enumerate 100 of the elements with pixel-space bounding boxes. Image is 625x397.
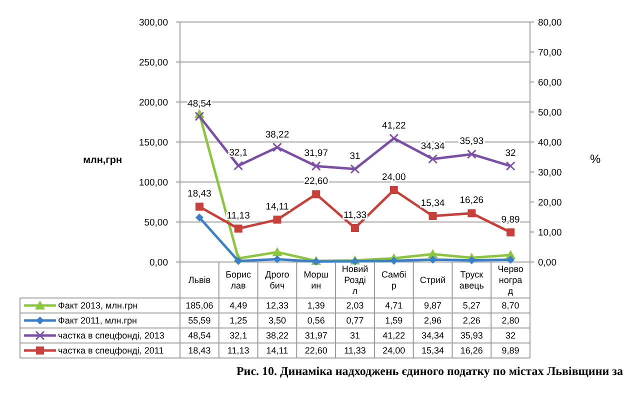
y-tick-label: 100,00: [138, 177, 168, 188]
point: [234, 160, 244, 170]
data-label: 24,00: [382, 346, 406, 356]
data-label: 15,34: [422, 346, 444, 356]
point: [350, 164, 360, 174]
y2-tick-label: 0,00: [538, 257, 556, 268]
text: 22,60: [304, 176, 328, 188]
y-tick-label: 300,00: [138, 17, 168, 28]
text: 34,34: [420, 140, 445, 152]
point: [195, 202, 204, 211]
data-label: 31: [350, 330, 360, 341]
x-tick-label: Самбі р: [381, 270, 406, 291]
point: [234, 224, 242, 233]
point: [312, 190, 320, 198]
text: 32: [505, 148, 516, 159]
data-label: 16,26: [460, 346, 483, 356]
x-tick-label: Черво ногра д: [498, 264, 524, 296]
y2-tick-label: 70,00: [538, 47, 562, 58]
x-tick-label: Дрого бич: [265, 270, 290, 291]
data-label: 5,27: [462, 300, 480, 311]
data-label: 41,22: [382, 330, 406, 341]
data-label: 2,26: [462, 316, 480, 326]
legend-label: частка в спецфонді, 2011: [58, 346, 164, 356]
data-label: 14,11: [266, 346, 288, 356]
point: [272, 247, 282, 256]
y-tick-label: 0,00: [150, 257, 168, 268]
data-label: 4,71: [385, 300, 403, 311]
text: 48,54: [188, 98, 212, 110]
data-label: 185,06: [186, 300, 214, 311]
data-label: 12,33: [266, 300, 288, 311]
point: [272, 142, 282, 152]
point: [428, 154, 438, 164]
point: [468, 209, 476, 218]
data-label: 38,22: [266, 330, 288, 341]
data-label: 1,39: [307, 300, 325, 311]
y-axis-title: млн,грн: [83, 155, 122, 166]
data-label: 32,1: [230, 330, 248, 341]
data-label: 9,87: [424, 300, 442, 311]
point: [389, 134, 399, 144]
data-label: 8,70: [502, 300, 520, 311]
text: 31: [350, 151, 360, 162]
y2-tick-label: 80,00: [538, 17, 562, 28]
legend-label: Факт 2013, млн.грн: [58, 300, 138, 311]
data-label: 48,54: [188, 330, 211, 341]
text: 14,11: [266, 202, 289, 213]
data-label: 11,33: [344, 346, 366, 356]
data-label: 2,80: [502, 316, 520, 326]
point: [311, 161, 321, 171]
y-tick-label: 200,00: [138, 97, 168, 108]
y-tick-label: 250,00: [138, 57, 168, 68]
text: 18,43: [188, 188, 212, 200]
data-label: 22,60: [304, 346, 328, 356]
text: 9,89: [501, 214, 520, 226]
data-label: 0,77: [346, 316, 364, 326]
data-label: 1,59: [385, 316, 403, 326]
y2-tick-label: 60,00: [538, 77, 562, 88]
y-tick-label: 50,00: [144, 217, 168, 228]
point: [428, 212, 437, 220]
text: 16,26: [460, 195, 484, 206]
data-label: 35,93: [460, 330, 483, 341]
data-label: 11,13: [227, 346, 250, 356]
y2-tick-label: 20,00: [538, 197, 562, 208]
point: [194, 112, 204, 122]
x-tick-label: Труск авець: [459, 270, 484, 291]
point: [195, 214, 204, 222]
y2-tick-label: 30,00: [538, 167, 562, 178]
data-label: 4,49: [230, 300, 248, 311]
data-label: 1,25: [230, 316, 248, 326]
text: Рис. 10. Динаміка надходжень єдиного податку по містах Львівщини за: [236, 364, 623, 378]
text: 31,97: [304, 148, 328, 160]
point: [390, 186, 398, 194]
point: [273, 255, 282, 264]
x-tick-label: Морш ин: [304, 270, 329, 291]
point: [234, 257, 242, 265]
data-label: 31,97: [304, 330, 328, 341]
data-label: 2,03: [346, 300, 364, 311]
y2-tick-label: 40,00: [538, 137, 562, 148]
text: 15,34: [420, 198, 445, 209]
y2-tick-label: 10,00: [538, 227, 562, 238]
text: 24,00: [382, 172, 406, 183]
data-label: 3,50: [268, 316, 286, 326]
data-label: 18,43: [188, 346, 211, 356]
text: 41,22: [382, 120, 406, 132]
text: 35,93: [460, 136, 484, 148]
point: [506, 256, 515, 264]
point: [506, 161, 516, 171]
data-label: 55,59: [188, 316, 211, 326]
y2-axis-title: %: [590, 152, 601, 166]
point: [351, 224, 359, 232]
data-label: 2,96: [424, 316, 442, 326]
data-label: 34,34: [422, 330, 444, 341]
data-label: 9,89: [502, 346, 520, 356]
text: 32,1: [229, 148, 248, 159]
point: [506, 228, 515, 236]
x-tick-label: Львів: [188, 275, 211, 286]
text: 11,33: [343, 210, 367, 222]
legend-label: частка в спецфонді, 2013: [58, 330, 164, 341]
point: [273, 216, 282, 224]
point: [466, 149, 476, 159]
text: 38,22: [265, 129, 290, 140]
